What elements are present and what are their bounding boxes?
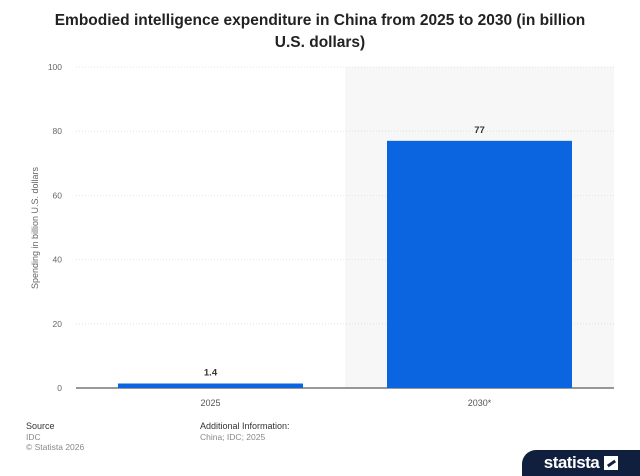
additional-info-block: Additional Information: China; IDC; 2025 [200, 421, 290, 442]
y-tick-label: 40 [53, 255, 63, 265]
y-tick-label: 80 [53, 126, 63, 136]
chart-title: Embodied intelligence expenditure in Chi… [54, 12, 586, 51]
additional-info-heading: Additional Information: [200, 421, 290, 431]
y-tick-label: 0 [57, 383, 62, 393]
brand-name: statista [543, 453, 600, 472]
x-tick-label: 2025 [200, 398, 220, 408]
x-tick-label: 2030* [468, 398, 492, 408]
y-tick-label: 20 [53, 319, 63, 329]
additional-info-text: China; IDC; 2025 [200, 431, 266, 442]
copyright-text: © Statista 2026 [26, 442, 85, 452]
statista-logo[interactable]: statista [522, 450, 640, 476]
source-heading: Source [26, 421, 55, 431]
y-axis-label: Spending in billion U.S. dollars [30, 166, 40, 290]
source-name[interactable]: IDC [26, 431, 41, 442]
y-tick-label: 60 [53, 190, 63, 200]
statista-logo-icon [604, 456, 619, 470]
data-label: 1.4 [204, 368, 218, 379]
bar-chart: 0 20 40 60 80 100 1.4 2025 77 2030* [48, 62, 614, 408]
source-block: Source IDC © Statista 2026 [26, 421, 84, 453]
data-label: 77 [474, 125, 485, 136]
bar [118, 383, 303, 388]
bar [387, 140, 572, 388]
y-tick-label: 100 [48, 62, 62, 72]
